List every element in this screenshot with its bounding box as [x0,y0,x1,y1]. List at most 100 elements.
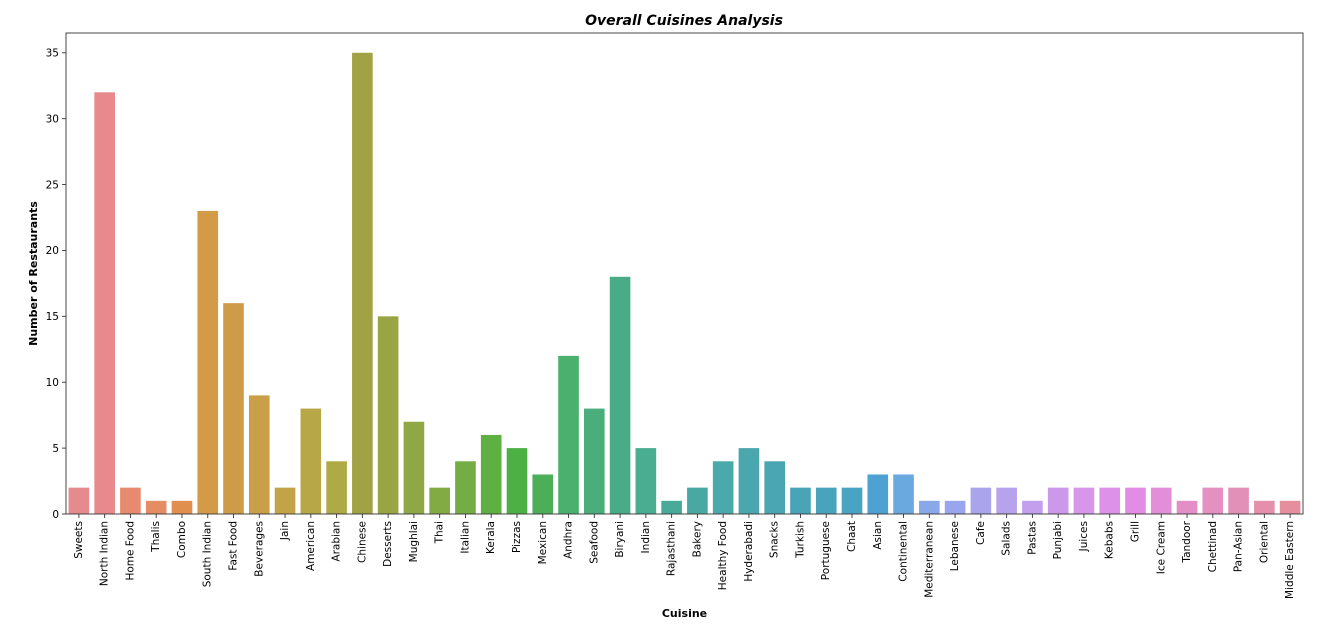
bar-home-food [120,487,141,514]
bar-turkish [790,487,811,514]
x-tick-label: Grill [1129,521,1141,542]
bar-mexican [532,474,554,514]
bar-pizzas [506,448,528,514]
x-tick-label: Bakery [691,521,703,557]
x-tick-label: Oriental [1258,521,1270,563]
x-tick-label: Pizzas [511,521,523,553]
x-tick-label: Continental [898,521,910,582]
y-tick-label: 30 [46,113,59,125]
x-tick-label: Italian [459,521,471,554]
bar-arabian [326,461,347,514]
bar-tandoor [1176,500,1198,514]
bar-rajasthani [661,500,682,514]
x-tick-label: Fast Food [228,521,240,571]
x-tick-label: Mediterranean [923,521,935,598]
bar-grill [1125,487,1146,514]
bars-group [68,52,1301,515]
x-tick-label: Lebanese [949,521,961,571]
x-tick-label: Chettinad [1207,521,1219,572]
x-tick-label: Biryani [614,521,626,558]
bar-salads [996,487,1017,514]
bar-snacks [764,461,786,514]
x-tick-label: Andhra [563,521,575,559]
bar-kebabs [1099,487,1121,514]
bar-pastas [1022,500,1043,514]
bar-thalis [145,500,167,514]
bar-oriental [1254,500,1275,514]
bar-andhra [558,355,579,514]
x-tick-label: Cafe [975,521,987,545]
bar-chaat [841,487,863,514]
bar-sweets [68,487,90,514]
x-tick-label: Mughlai [408,521,420,562]
x-tick-label: American [305,521,317,571]
x-tick-label: North Indian [99,521,111,586]
bar-desserts [377,316,399,514]
bar-american [300,408,322,514]
bar-italian [455,461,476,514]
plot-frame [65,32,1304,515]
x-tick-label: Juices [1078,521,1090,552]
x-tick-label: Tandoor [1181,520,1193,563]
x-tick-label: Rajasthani [666,521,678,576]
x-tick-label: Combo [176,521,188,558]
y-tick-label: 10 [46,377,59,389]
x-tick-label: Home Food [124,521,136,581]
bar-hyderabadi [738,448,760,514]
x-tick-label: South Indian [202,521,214,587]
bar-mediterranean [919,500,940,514]
bar-ice-cream [1150,487,1172,514]
bar-biryani [609,276,631,514]
y-tick-label: 20 [46,245,59,257]
x-tick-label: Sweets [73,521,85,559]
bar-combo [171,500,193,514]
bar-portuguese [815,487,837,514]
x-tick-label: Chaat [846,521,858,552]
x-tick-label: Kerala [485,521,497,554]
x-tick-label: Ice Cream [1155,521,1167,574]
bar-middle-eastern [1279,500,1301,514]
y-axis-label: Number of Restaurants [27,201,40,346]
y-tick-label: 0 [52,509,59,521]
y-axis: 0 5 10 15 20 25 30 35 [46,48,66,521]
y-tick-label: 5 [52,443,59,455]
x-tick-label: Portuguese [820,521,832,580]
x-tick-label: Thai [434,521,446,544]
bar-juices [1073,487,1095,514]
chart-title: Overall Cuisines Analysis [585,13,783,29]
bar-north-indian [94,92,115,515]
x-tick-label: Seafood [588,521,600,564]
x-tick-label: Jain [279,521,291,541]
x-tick-label: Indian [640,521,652,553]
x-tick-label: Turkish [794,521,806,559]
bar-kerala [480,434,502,514]
bar-continental [893,474,914,514]
bar-seafood [583,408,605,514]
bar-mughlai [403,421,425,514]
x-tick-label: Thalis [150,521,162,553]
bar-beverages [248,395,270,514]
bar-healthy-food [712,461,734,514]
x-tick-label: Punjabi [1052,521,1064,559]
bar-thai [429,487,450,514]
x-axis-label: Cuisine [662,607,707,620]
x-tick-label: Desserts [382,521,394,567]
x-tick-label: Mexican [537,521,549,564]
x-tick-label: Healthy Food [717,521,729,590]
x-tick-label: Pastas [1026,521,1038,555]
x-tick-label: Pan-Asian [1233,521,1245,572]
x-tick-label: Chinese [356,521,368,563]
x-tick-label: Salads [1001,521,1013,556]
bar-jain [274,487,296,514]
x-axis: Sweets North Indian Home Food Thalis Combo So… [73,514,1296,599]
bar-pan-asian [1228,487,1249,514]
x-tick-label: Asian [872,521,884,550]
x-tick-label: Kebabs [1104,521,1116,559]
bar-lebanese [944,500,966,514]
y-tick-label: 25 [46,179,59,191]
y-tick-label: 15 [46,311,59,323]
bar-indian [635,448,657,514]
bar-chettinad [1202,487,1224,514]
bar-cafe [970,487,992,514]
